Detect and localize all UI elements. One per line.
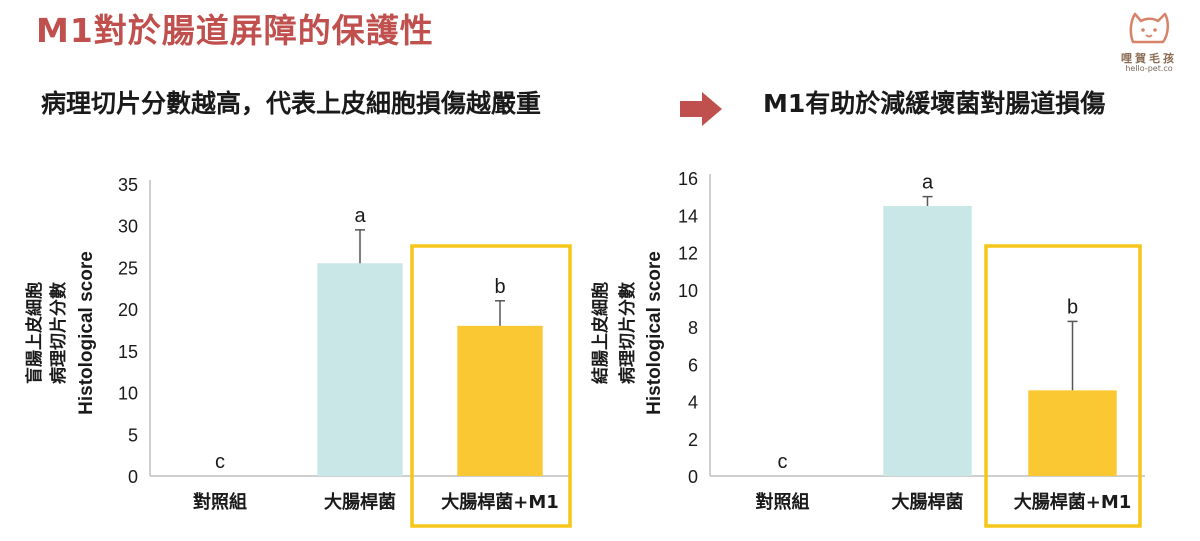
y-tick-label: 8 [688,318,698,338]
y-tick-label: 0 [128,467,138,487]
bar [883,206,971,476]
y-tick-label: 25 [118,258,138,278]
significance-label: c [778,451,788,473]
y-tick-label: 20 [118,300,138,320]
logo-url: hello-pet.co [1113,64,1185,73]
significance-label: b [1067,296,1078,318]
y-axis-label: 盲腸上皮細胞 [24,282,45,384]
subtitle-left: 病理切片分數越高，代表上皮細胞損傷越嚴重 [41,84,541,120]
bar [1028,390,1116,476]
y-axis-label: 結腸上皮細胞 [590,282,611,384]
page-title: M1對於腸道屏障的保護性 [36,4,434,52]
y-axis-label: 病理切片分數 [617,282,638,384]
y-tick-label: 10 [118,384,138,404]
significance-label: a [354,205,366,227]
y-tick-label: 10 [678,281,698,301]
y-tick-label: 2 [688,430,698,450]
y-axis-label: Histological score [644,251,665,415]
chart-colon: 0 2 4 6 8 10 12 14 16 結腸上皮細胞 病理切片分數 Histological sc… [590,160,1190,540]
right-arrow-icon [680,92,722,126]
y-tick-label: 16 [678,169,698,189]
logo: 哩賀毛孩 hello-pet.co [1113,8,1185,72]
significance-label: c [215,451,225,473]
bar [457,326,542,476]
y-axis-label: 病理切片分數 [48,282,69,384]
category-label: 大腸桿菌 [892,491,964,513]
category-label: 對照組 [756,491,810,513]
y-axis-label: Histological score [76,251,97,415]
highlight-box [986,246,1140,526]
category-label: 大腸桿菌+M1 [1014,491,1132,513]
category-label: 大腸桿菌+M1 [441,491,559,513]
y-tick-label: 30 [118,217,138,237]
bar [317,263,402,476]
y-tick-label: 6 [688,355,698,375]
chart-cecum: 0 5 10 15 20 25 30 35 盲腸上皮細胞 病理切片分數 Histological s… [0,160,590,540]
y-tick-label: 12 [678,244,698,264]
category-label: 對照組 [193,491,247,513]
y-tick-label: 15 [118,342,138,362]
significance-label: b [494,276,505,298]
subtitle-right: M1有助於減緩壞菌對腸道損傷 [763,84,1105,120]
y-tick-label: 35 [118,175,138,195]
y-tick-label: 4 [688,393,698,413]
y-tick-label: 14 [678,206,698,226]
significance-label: a [922,172,934,194]
y-tick-label: 5 [128,425,138,445]
y-tick-label: 0 [688,467,698,487]
cat-head-icon [1127,8,1171,48]
category-label: 大腸桿菌 [324,491,396,513]
